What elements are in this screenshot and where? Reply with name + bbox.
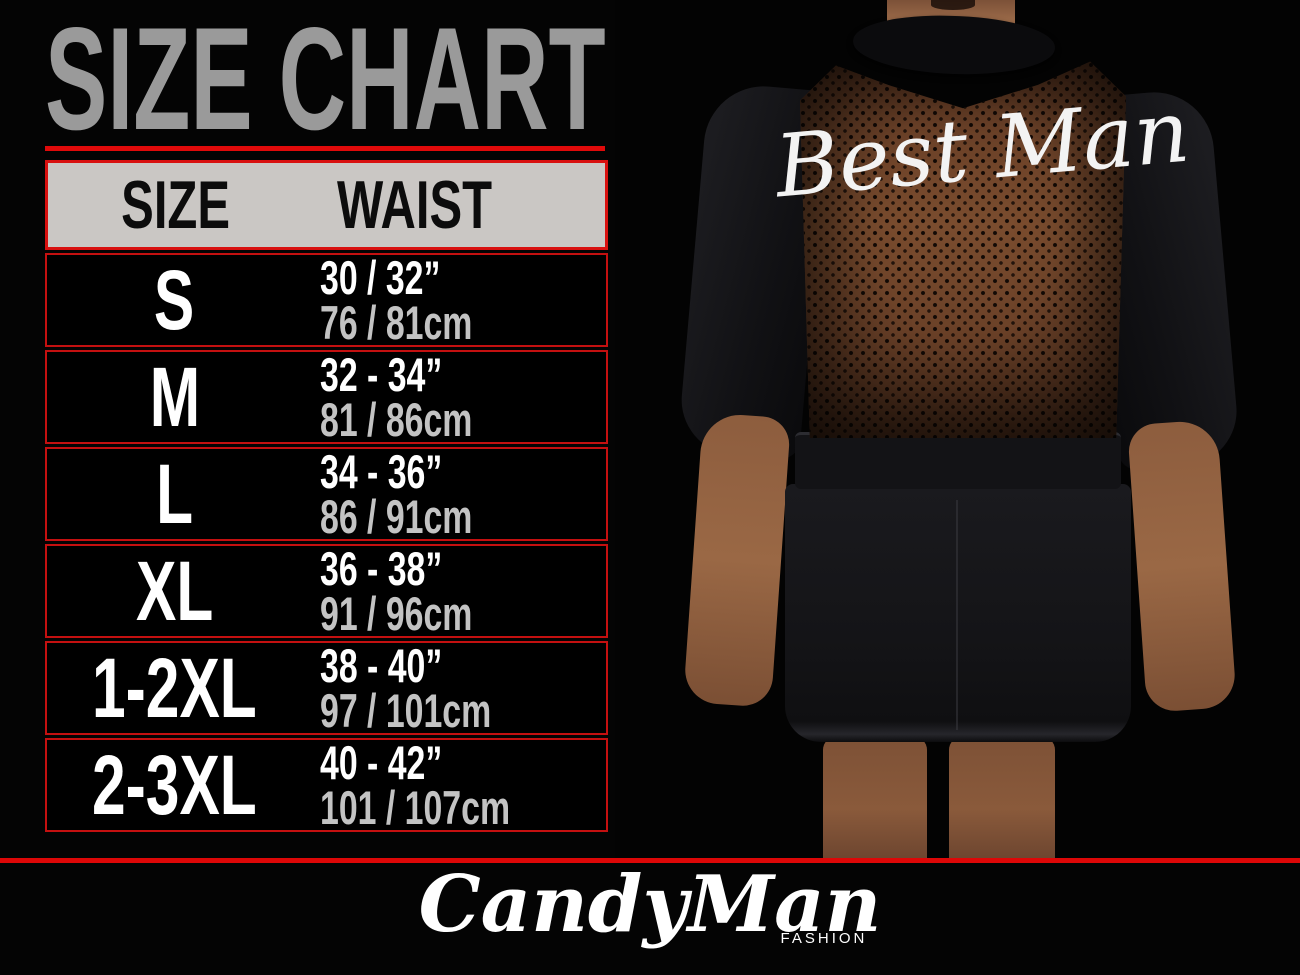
size-label: M — [149, 349, 200, 444]
size-label: 1-2XL — [92, 640, 257, 735]
footer-red-rule — [0, 858, 1300, 863]
waist-cm: 76 / 81cm — [320, 296, 473, 349]
size-label: XL — [135, 543, 214, 638]
model-photo: Best Man — [615, 0, 1300, 858]
header-size-label: SIZE — [121, 167, 230, 243]
waist-cm: 86 / 91cm — [320, 490, 473, 543]
header-waist-label: WAIST — [337, 167, 493, 243]
header-cell-size: SIZE — [48, 166, 303, 244]
table-row-2-3xl: 2-3XL 40 - 42” 101 / 107cm — [45, 738, 608, 832]
title-underline — [45, 146, 605, 151]
header-cell-waist: WAIST — [303, 166, 605, 244]
robe-mesh-back-panel — [800, 61, 1126, 438]
waist-inches: 34 - 36” — [320, 445, 443, 498]
waist-inches: 30 / 32” — [320, 251, 441, 304]
size-label: L — [156, 446, 193, 541]
table-row-s: S 30 / 32” 76 / 81cm — [45, 253, 608, 347]
table-row-l: L 34 - 36” 86 / 91cm — [45, 447, 608, 541]
waist-inches: 36 - 38” — [320, 542, 443, 595]
size-table: SIZE WAIST S 30 / 32” 76 / 81cm M 32 - 3… — [45, 160, 608, 835]
model-leg-left — [823, 736, 927, 858]
waist-inches: 40 - 42” — [320, 736, 443, 789]
robe-belt — [795, 432, 1121, 489]
waist-cm: 97 / 101cm — [320, 684, 492, 737]
model-forearm-right — [1127, 419, 1237, 713]
waist-cm: 101 / 107cm — [320, 781, 511, 834]
table-row-xl: XL 36 - 38” 91 / 96cm — [45, 544, 608, 638]
robe-mesh-shading — [800, 61, 1126, 438]
model-forearm-left — [682, 412, 792, 708]
model-hairline — [931, 0, 975, 10]
brand-tagline: FASHION — [780, 929, 868, 947]
waist-cm: 81 / 86cm — [320, 393, 473, 446]
brand-logo: CandyMan FASHION — [419, 864, 882, 947]
page-title: SIZE CHART — [45, 0, 606, 160]
waist-cm: 91 / 96cm — [320, 587, 473, 640]
waist-inches: 38 - 40” — [320, 639, 443, 692]
size-label: S — [154, 252, 195, 347]
size-table-header: SIZE WAIST — [45, 160, 608, 250]
table-row-m: M 32 - 34” 81 / 86cm — [45, 350, 608, 444]
robe-collar — [852, 12, 1056, 78]
waist-inches: 32 - 34” — [320, 348, 443, 401]
model-leg-right — [949, 736, 1055, 858]
brand-name: CandyMan — [418, 859, 882, 950]
robe-skirt-seam — [956, 500, 958, 730]
table-row-1-2xl: 1-2XL 38 - 40” 97 / 101cm — [45, 641, 608, 735]
robe-skirt — [785, 484, 1131, 742]
size-label: 2-3XL — [92, 737, 257, 832]
